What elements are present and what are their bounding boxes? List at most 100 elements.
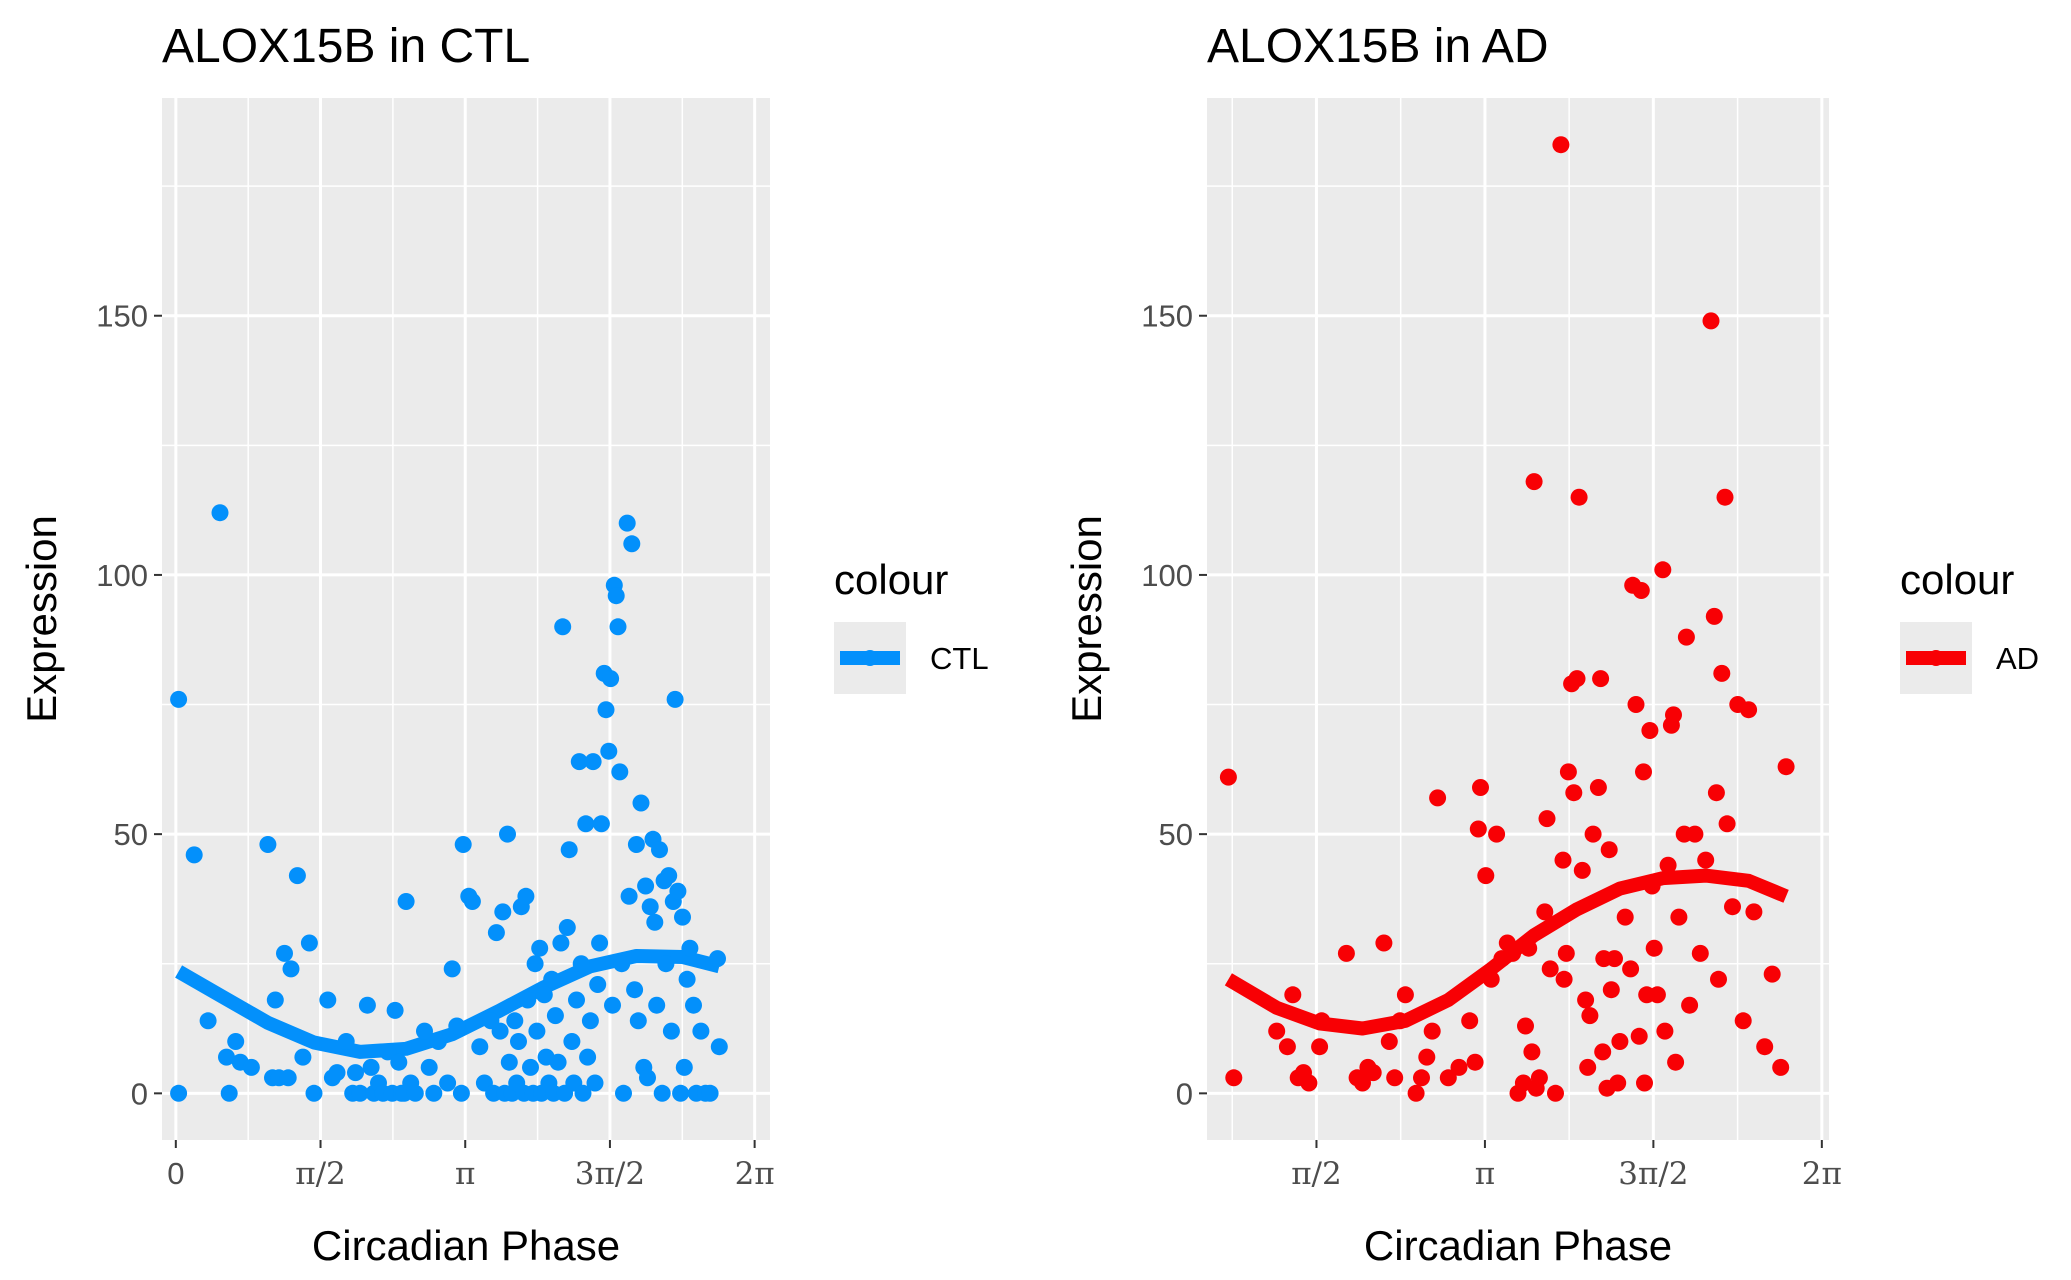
ad-data-point — [1707, 784, 1725, 802]
ad-data-point — [1573, 861, 1591, 879]
ad-data-point — [1536, 903, 1554, 921]
ctl-data-point — [185, 846, 203, 864]
ctl-data-point — [543, 970, 561, 988]
ctl-data-point — [494, 903, 512, 921]
ctl-data-point — [641, 898, 659, 916]
ctl-data-point — [487, 924, 505, 942]
ad-y-tick-label: 50 — [1159, 817, 1193, 852]
ad-data-point — [1450, 1058, 1468, 1076]
ad-data-point — [1380, 1033, 1398, 1050]
ad-data-point — [1627, 696, 1645, 713]
ad-data-point — [1594, 1043, 1612, 1061]
ad-data-point — [1724, 898, 1741, 916]
ad-data-point — [1600, 841, 1618, 859]
ctl-data-point — [528, 1022, 546, 1040]
ctl-y-tick-label: 0 — [131, 1076, 148, 1111]
ctl-data-point — [294, 1048, 312, 1066]
ctl-data-point — [420, 1058, 438, 1076]
ctl-data-point — [379, 1043, 397, 1061]
ad-y-tick-label: 100 — [1141, 558, 1193, 593]
ctl-data-point — [568, 991, 585, 1009]
ctl-data-point — [600, 742, 618, 760]
ctl-data-point — [549, 1053, 567, 1071]
ad-data-point — [1219, 768, 1237, 786]
ctl-data-point — [546, 1007, 564, 1025]
ctl-data-point — [211, 504, 229, 522]
ad-data-point — [1667, 1053, 1685, 1071]
ctl-legend: colour CTL — [834, 556, 989, 694]
ctl-data-point — [613, 955, 631, 973]
ad-data-point — [1300, 1074, 1318, 1092]
ctl-data-point — [597, 701, 615, 719]
ad-data-point — [1488, 825, 1506, 843]
ctl-y-tick-label: 50 — [114, 817, 148, 852]
ad-data-point — [1547, 1084, 1564, 1102]
ctl-data-point — [266, 991, 284, 1009]
ctl-data-point — [623, 535, 641, 553]
ad-data-point — [1554, 851, 1572, 869]
ctl-data-point — [710, 1038, 728, 1056]
ctl-data-point — [675, 1058, 693, 1076]
ctl-data-point — [259, 836, 277, 853]
ctl-data-point — [669, 882, 687, 900]
ctl-x-tick-label: π — [455, 1156, 475, 1192]
ad-y-axis-title: Expression — [1063, 515, 1110, 723]
ctl-data-point — [653, 1084, 671, 1102]
ctl-data-point — [510, 1033, 527, 1050]
ad-data-point — [1691, 944, 1709, 962]
ctl-data-point — [337, 1033, 355, 1050]
ad-data-point — [1375, 934, 1393, 952]
ctl-data-point — [574, 1084, 592, 1102]
ctl-data-point — [581, 1012, 599, 1030]
ad-data-point — [1472, 779, 1489, 796]
ctl-data-point — [305, 1084, 323, 1102]
ad-data-point — [1643, 877, 1661, 895]
ad-legend-title: colour — [1900, 556, 2014, 603]
ad-data-point — [1734, 1012, 1752, 1030]
ctl-data-point — [627, 836, 645, 853]
ctl-x-tick-label: 0 — [167, 1156, 184, 1191]
ctl-data-point — [672, 1084, 690, 1102]
ad-data-point — [1636, 1074, 1653, 1092]
ctl-x-tick-label: 2π — [735, 1156, 775, 1192]
ctl-data-point — [604, 996, 621, 1014]
ad-data-point — [1606, 950, 1623, 968]
ad-data-point — [1555, 970, 1573, 988]
ctl-data-point — [620, 887, 638, 905]
ad-data-point — [1530, 1069, 1548, 1087]
ctl-data-point — [517, 887, 535, 905]
ctl-y-tick-label: 150 — [96, 299, 148, 334]
ad-data-point — [1407, 1084, 1425, 1102]
ctl-data-point — [199, 1012, 217, 1030]
ad-data-point — [1713, 664, 1731, 682]
ctl-data-point — [674, 908, 691, 926]
ad-data-point — [1710, 970, 1727, 988]
ad-data-point — [1354, 1074, 1371, 1092]
ctl-data-point — [531, 939, 549, 957]
ad-data-point — [1461, 1012, 1479, 1030]
ctl-data-point — [500, 1053, 518, 1071]
ad-x-tick-label: 2π — [1802, 1156, 1842, 1192]
ctl-data-point — [563, 1033, 581, 1050]
ad-data-point — [1520, 939, 1538, 957]
ad-x-tick-label: π/2 — [1291, 1156, 1342, 1192]
ctl-data-point — [218, 1048, 235, 1066]
ad-data-point — [1656, 1022, 1674, 1040]
ctl-data-point — [282, 960, 300, 978]
ad-x-axis-title: Circadian Phase — [1364, 1222, 1672, 1269]
ad-data-point — [1705, 607, 1723, 625]
ad-data-point — [1686, 825, 1704, 843]
ctl-data-point — [618, 514, 636, 532]
ctl-data-point — [685, 996, 702, 1014]
ad-data-point — [1677, 628, 1695, 646]
ctl-data-point — [276, 944, 293, 962]
ctl-data-point — [425, 1084, 443, 1102]
ctl-data-point — [386, 1001, 404, 1019]
ctl-legend-label: CTL — [930, 641, 989, 676]
ad-data-point — [1568, 670, 1586, 688]
ctl-data-point — [429, 1033, 447, 1050]
ctl-data-point — [443, 960, 461, 978]
ad-data-point — [1517, 1017, 1534, 1035]
ctl-data-point — [558, 919, 576, 936]
